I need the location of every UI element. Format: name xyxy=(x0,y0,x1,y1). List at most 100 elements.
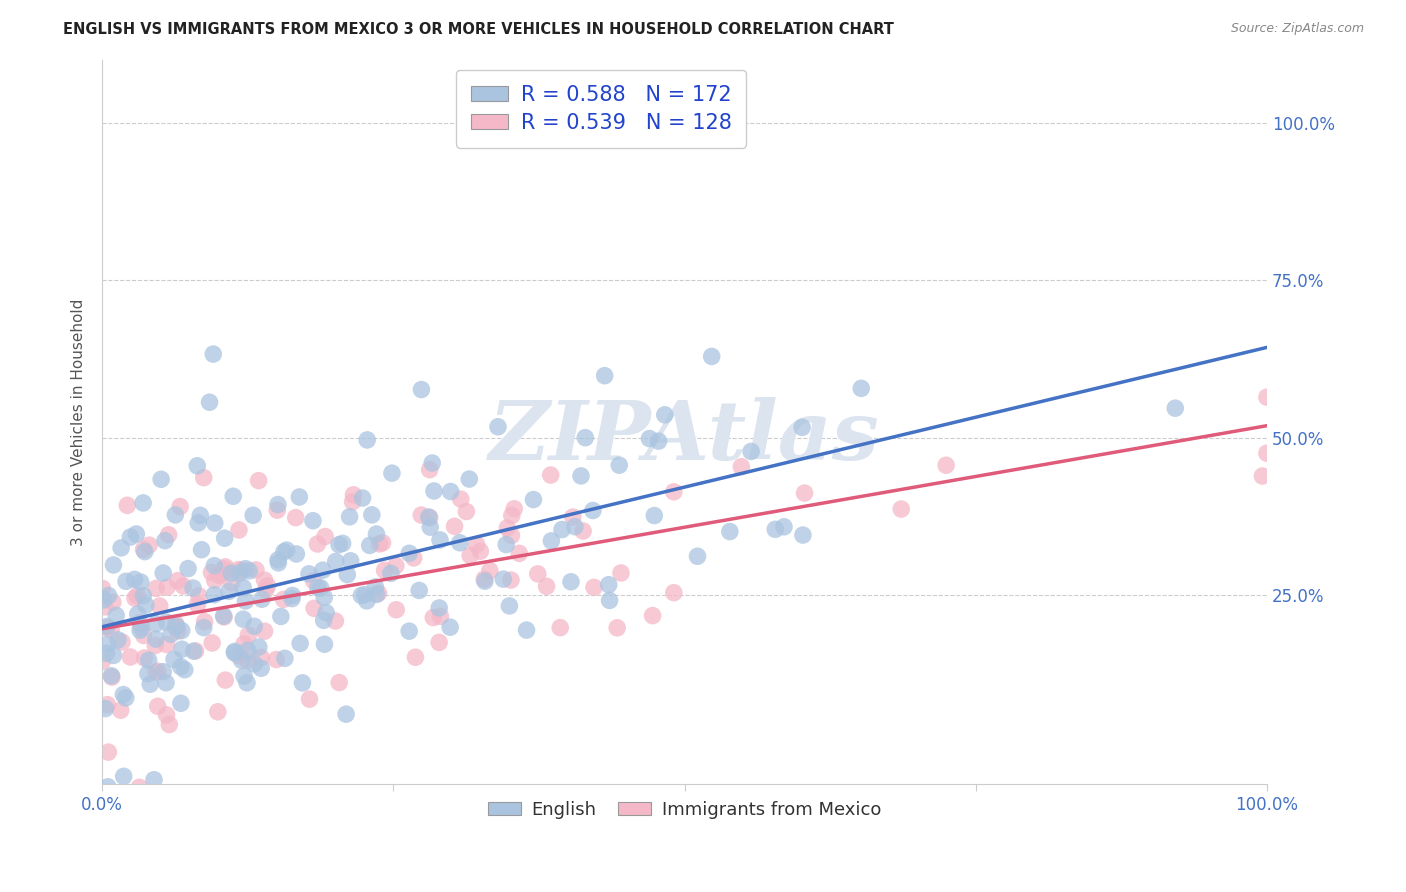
Point xyxy=(458,472,481,486)
Point xyxy=(458,549,481,563)
Point xyxy=(256,579,278,593)
Point xyxy=(266,503,288,517)
Point xyxy=(134,544,156,558)
Point xyxy=(540,533,562,548)
Point xyxy=(439,484,461,499)
Point xyxy=(253,624,276,639)
Point xyxy=(247,474,270,488)
Point xyxy=(718,524,741,539)
Point xyxy=(186,598,208,612)
Point xyxy=(582,503,605,517)
Point xyxy=(309,581,332,595)
Point xyxy=(157,717,180,731)
Point xyxy=(606,621,628,635)
Point xyxy=(470,544,492,558)
Point xyxy=(231,563,253,577)
Point xyxy=(492,572,515,586)
Text: ZIPAtlas: ZIPAtlas xyxy=(489,397,880,476)
Point xyxy=(662,585,685,599)
Point xyxy=(339,554,361,568)
Point xyxy=(165,508,187,522)
Point xyxy=(91,582,114,596)
Point xyxy=(352,491,374,505)
Point xyxy=(582,580,605,594)
Point xyxy=(598,577,620,591)
Point xyxy=(499,573,522,587)
Point xyxy=(465,538,488,552)
Point xyxy=(572,524,595,538)
Point xyxy=(419,520,441,534)
Point xyxy=(97,745,120,759)
Point xyxy=(449,535,471,549)
Point xyxy=(156,580,179,594)
Point xyxy=(328,538,350,552)
Point xyxy=(374,563,396,577)
Point xyxy=(91,655,114,669)
Point xyxy=(1164,401,1187,416)
Point xyxy=(1251,469,1274,483)
Point xyxy=(599,593,621,607)
Point xyxy=(155,615,177,629)
Point xyxy=(423,483,446,498)
Point xyxy=(96,619,118,633)
Point xyxy=(150,472,173,486)
Point xyxy=(212,562,235,576)
Point xyxy=(335,707,357,722)
Point xyxy=(157,528,180,542)
Point xyxy=(641,608,664,623)
Point xyxy=(307,581,329,595)
Point xyxy=(314,591,336,605)
Point xyxy=(170,696,193,710)
Point xyxy=(328,675,350,690)
Point xyxy=(160,627,183,641)
Point xyxy=(204,574,226,588)
Point xyxy=(548,621,571,635)
Point xyxy=(155,708,177,723)
Point xyxy=(236,675,259,690)
Point xyxy=(96,637,118,651)
Point xyxy=(350,589,373,603)
Point xyxy=(356,433,378,447)
Point xyxy=(540,468,562,483)
Point xyxy=(124,573,146,587)
Point xyxy=(402,550,425,565)
Point xyxy=(208,568,231,582)
Point xyxy=(270,609,292,624)
Point xyxy=(222,489,245,503)
Point xyxy=(111,635,134,649)
Point xyxy=(273,592,295,607)
Point xyxy=(245,563,267,577)
Point xyxy=(228,648,250,663)
Point xyxy=(450,492,472,507)
Point xyxy=(214,531,236,545)
Point xyxy=(212,610,235,624)
Point xyxy=(339,509,361,524)
Point xyxy=(371,536,394,550)
Point xyxy=(232,612,254,626)
Point xyxy=(135,598,157,612)
Point xyxy=(250,661,273,675)
Point xyxy=(420,456,443,470)
Point xyxy=(773,520,796,534)
Point xyxy=(236,643,259,657)
Point xyxy=(129,615,152,630)
Point xyxy=(336,567,359,582)
Point xyxy=(254,582,277,597)
Point xyxy=(793,486,815,500)
Point xyxy=(145,616,167,631)
Point xyxy=(143,639,166,653)
Point xyxy=(763,522,786,536)
Point xyxy=(302,574,325,588)
Point xyxy=(228,566,250,581)
Point xyxy=(315,606,337,620)
Point xyxy=(96,621,118,635)
Point xyxy=(443,519,465,533)
Point xyxy=(96,646,118,660)
Point xyxy=(232,581,254,595)
Point xyxy=(342,495,364,509)
Text: Source: ZipAtlas.com: Source: ZipAtlas.com xyxy=(1230,22,1364,36)
Point xyxy=(110,703,132,717)
Point xyxy=(302,601,325,615)
Point xyxy=(235,562,257,576)
Point xyxy=(353,588,375,602)
